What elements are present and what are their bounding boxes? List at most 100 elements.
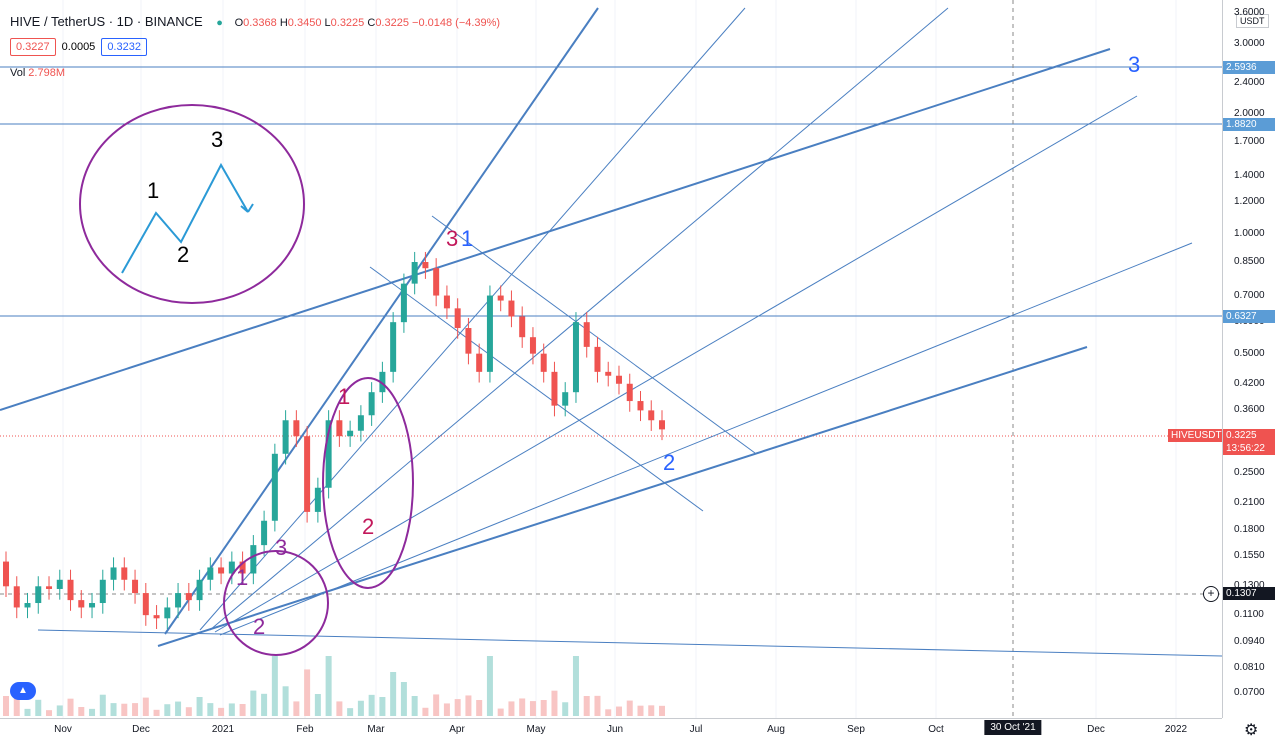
volume-bar xyxy=(164,704,171,716)
last-price-label: 0.3225 xyxy=(1223,429,1275,442)
y-tick-label: 0.2500 xyxy=(1234,467,1265,479)
ask-button[interactable]: 0.3232 xyxy=(101,38,147,56)
volume-bar xyxy=(400,682,407,716)
candle-body xyxy=(13,586,20,608)
small-wave-2: 2 xyxy=(253,614,266,639)
volume-bar xyxy=(35,699,42,716)
spread-value: 0.0005 xyxy=(61,41,96,53)
volume-bar xyxy=(325,656,332,716)
volume-bar xyxy=(196,697,203,716)
x-tick-label: May xyxy=(526,724,546,735)
base-support-line xyxy=(37,629,1222,657)
candle-body xyxy=(497,295,504,301)
candle-body xyxy=(486,295,493,372)
candle-body xyxy=(99,579,106,604)
bid-button[interactable]: 0.3227 xyxy=(10,38,56,56)
candle-body xyxy=(35,586,42,604)
candle-body xyxy=(659,420,665,430)
falling-channel-top xyxy=(431,215,756,454)
x-tick-label: Jul xyxy=(689,724,703,735)
trendlines xyxy=(0,0,1222,718)
volume-bar xyxy=(390,672,397,716)
volume-bar xyxy=(433,694,440,716)
y-tick-label: 0.5000 xyxy=(1234,347,1265,359)
volume-bar xyxy=(379,697,386,716)
y-tick-label: 0.4200 xyxy=(1234,377,1265,389)
volume-bar xyxy=(486,656,493,716)
mid-wave-1: 1 xyxy=(338,384,351,409)
volume-bar xyxy=(529,701,536,716)
candle-body xyxy=(185,593,192,601)
candle-body xyxy=(271,453,278,521)
volume-bar xyxy=(185,707,192,716)
x-tick-label: Apr xyxy=(449,724,465,735)
y-tick-label: 0.1550 xyxy=(1234,549,1265,561)
inset-wave-circle xyxy=(79,104,305,304)
y-tick-label: 0.0940 xyxy=(1234,636,1265,648)
symbol-title[interactable]: HIVE / TetherUS · 1D · BINANCE xyxy=(10,14,203,29)
inset-wave-3: 3 xyxy=(211,127,224,152)
volume-bars xyxy=(3,656,665,716)
fan-line-4 xyxy=(219,242,1193,636)
currency-unit[interactable]: USDT xyxy=(1236,14,1269,28)
x-tick-label: Dec xyxy=(132,724,150,735)
candle-body xyxy=(153,615,160,619)
add-alert-icon[interactable]: + xyxy=(1203,586,1219,602)
y-tick-label: 3.6000 xyxy=(1234,6,1265,18)
countdown-label: 13:56:22 xyxy=(1223,442,1275,455)
volume-bar xyxy=(519,698,526,716)
volume-bar xyxy=(67,698,74,716)
volume-bar xyxy=(659,705,665,716)
candle-body xyxy=(347,430,354,437)
volume-bar xyxy=(218,707,225,716)
y-tick-label: 1.7000 xyxy=(1234,136,1265,148)
x-tick-label: Oct xyxy=(928,724,944,735)
candle-body xyxy=(336,420,343,437)
candle-body xyxy=(562,392,569,406)
symbol-price-label: HIVEUSDT xyxy=(1168,429,1222,442)
volume-bar xyxy=(175,701,182,716)
volume-bar xyxy=(271,656,278,716)
x-tick-label: Jun xyxy=(606,724,624,735)
candle-body xyxy=(540,353,547,372)
candle-body xyxy=(46,586,53,589)
lower-channel-line xyxy=(157,346,1088,647)
y-tick-label: 0.7000 xyxy=(1234,289,1265,301)
y-tick-label: 2.0000 xyxy=(1234,108,1265,120)
crosshair-price-label: 0.1307 xyxy=(1223,587,1275,600)
candle-body xyxy=(261,520,268,546)
candle-body xyxy=(250,545,257,574)
volume-bar xyxy=(583,696,590,716)
candle-body xyxy=(443,295,450,309)
volume-bar xyxy=(89,708,96,716)
top-wave-1: 1 xyxy=(461,226,474,251)
gear-icon[interactable]: ⚙ xyxy=(1244,722,1259,739)
candle-body xyxy=(551,371,558,406)
candle-body xyxy=(529,337,536,354)
volume-legend: Vol 2.798M xyxy=(10,67,65,79)
candle-body xyxy=(583,322,590,347)
candle-body xyxy=(282,420,289,454)
candle-body xyxy=(637,401,644,411)
small-wave-3: 3 xyxy=(275,535,288,560)
candles xyxy=(3,251,665,629)
candle-body xyxy=(218,567,225,574)
candle-body xyxy=(207,567,214,580)
y-tick-label: 0.8500 xyxy=(1234,256,1265,267)
candle-body xyxy=(293,420,300,437)
y-tick-label: 3.0000 xyxy=(1234,38,1265,50)
volume-bar xyxy=(304,669,311,716)
tradingview-logo-icon[interactable]: ▲ xyxy=(10,682,36,700)
volume-bar xyxy=(615,706,622,716)
volume-bar xyxy=(336,701,343,716)
candle-body xyxy=(24,603,31,608)
steep-trendline xyxy=(164,7,599,635)
volume-bar xyxy=(293,701,300,716)
volume-bar xyxy=(207,703,214,716)
volume-bar xyxy=(626,700,633,716)
x-tick-label: Feb xyxy=(296,724,314,735)
x-tick-label: Nov xyxy=(54,724,72,735)
volume-bar xyxy=(110,703,117,716)
x-tick-label: Dec xyxy=(1087,724,1105,735)
price-chart[interactable] xyxy=(0,0,1222,718)
